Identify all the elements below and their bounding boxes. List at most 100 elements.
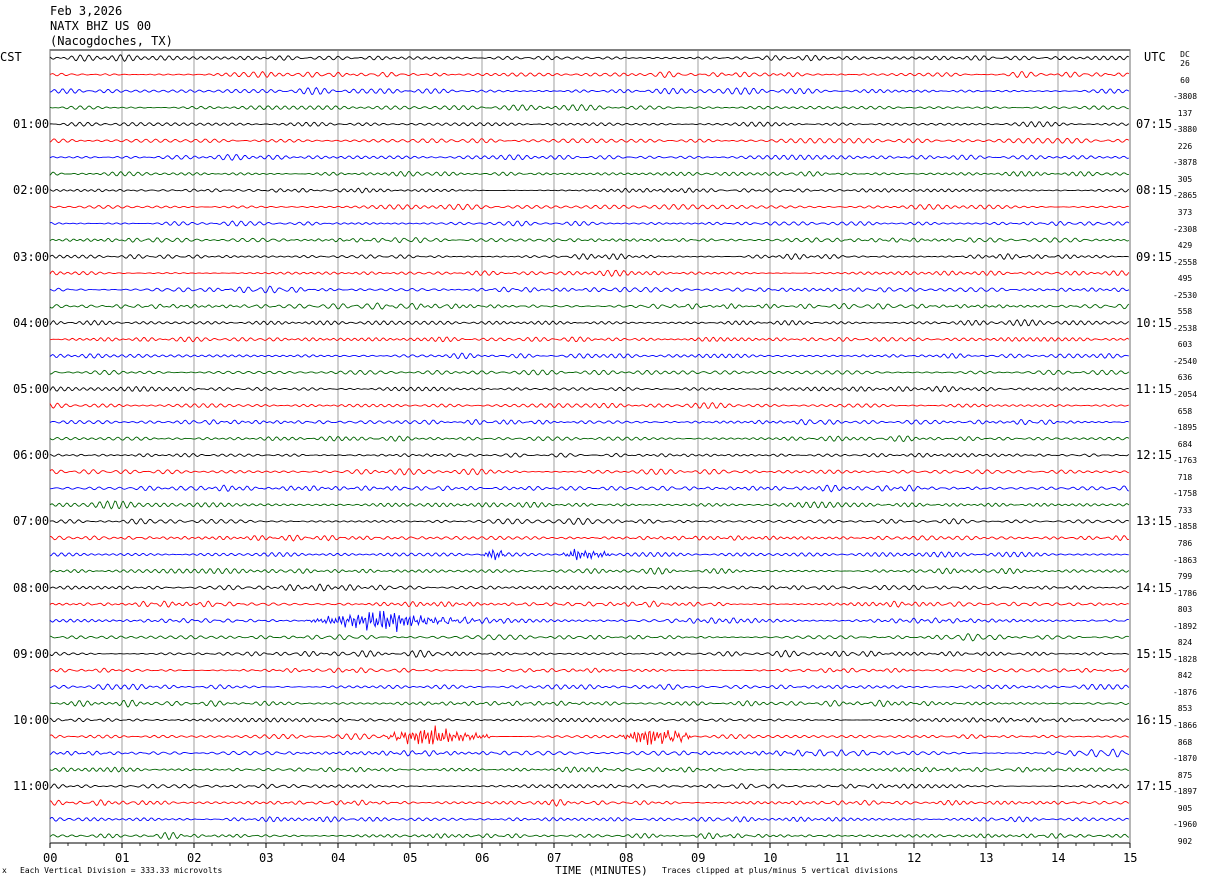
seismic-trace-45: [49, 783, 1130, 790]
seismic-trace-37: [49, 649, 1129, 658]
seismic-trace-16: [49, 302, 1130, 310]
dc-offset-label: 842: [1177, 671, 1193, 681]
cst-hour-label: 06:00: [13, 448, 50, 463]
seismic-trace-20: [49, 369, 1130, 376]
x-tick-label: 06: [475, 851, 490, 865]
dc-offset-label: -2308: [1172, 224, 1198, 234]
dc-offset-label: 733: [1177, 505, 1193, 515]
dc-offset-label: -1866: [1172, 721, 1198, 730]
seismic-trace-40: [49, 699, 1130, 708]
seismic-trace-4: [49, 104, 1129, 112]
cst-hour-label: 04:00: [13, 315, 50, 330]
seismic-trace-14: [49, 269, 1130, 277]
seismic-trace-18: [49, 336, 1130, 343]
seismic-trace-41: [49, 717, 1130, 723]
dc-offset-label: -1870: [1172, 754, 1198, 764]
seismic-trace-29: [49, 517, 1129, 526]
seismic-trace-2: [49, 70, 1130, 79]
dc-offset-label: -1863: [1172, 555, 1198, 565]
seismic-trace-8: [49, 170, 1129, 177]
dc-offset-label: 226: [1177, 141, 1193, 151]
x-tick-label: 00: [43, 851, 58, 865]
right-timezone-label: UTC: [1144, 50, 1166, 64]
dc-offset-label: -3808: [1172, 92, 1198, 102]
dc-offset-label: -2540: [1172, 356, 1198, 366]
dc-offset-label: 305: [1177, 174, 1193, 184]
seismic-trace-11: [49, 220, 1130, 227]
utc-hour-label: 07:15: [1136, 117, 1173, 132]
cst-hour-label: 09:00: [13, 646, 50, 661]
header-date: Feb 3,2026: [50, 4, 123, 18]
dc-offset-label: 603: [1177, 340, 1193, 350]
dc-offset-label: 803: [1177, 605, 1193, 615]
header-location: (Nacogdoches, TX): [50, 34, 173, 48]
seismic-trace-42: [49, 725, 1129, 745]
seismic-trace-21: [49, 385, 1129, 393]
seismic-trace-22: [49, 401, 1129, 409]
plot-frame: [49, 49, 1131, 844]
x-tick-label: 03: [259, 851, 274, 865]
cst-hour-label: 10:00: [13, 713, 50, 727]
dc-offset-label: -1895: [1172, 423, 1198, 433]
x-tick-label: 07: [547, 851, 562, 865]
seismic-trace-48: [49, 831, 1130, 841]
x-tick-label: 11: [835, 851, 850, 865]
utc-hour-label: 11:15: [1136, 382, 1173, 396]
seismic-trace-12: [49, 236, 1130, 244]
corner-mark: x: [2, 866, 7, 875]
seismic-trace-33: [49, 583, 1129, 592]
seismic-trace-17: [49, 319, 1130, 327]
dc-offset-label: -3880: [1172, 125, 1198, 135]
dc-offset-label: -2865: [1172, 191, 1198, 201]
utc-hour-label: 09:15: [1136, 249, 1173, 264]
seismic-trace-24: [49, 435, 1130, 443]
seismic-trace-3: [49, 86, 1130, 95]
dc-offset-label: -1897: [1172, 787, 1198, 797]
seismic-trace-15: [49, 285, 1130, 294]
seismic-trace-47: [49, 816, 1130, 823]
dc-offset-label: -1828: [1172, 654, 1198, 664]
seismic-trace-1: [49, 54, 1130, 62]
seismic-trace-9: [49, 187, 1130, 194]
dc-offset-label: 26: [1180, 59, 1190, 68]
dc-offset-label: -2054: [1172, 390, 1198, 399]
seismic-trace-25: [49, 452, 1130, 458]
dc-offset-label: 495: [1177, 274, 1193, 284]
x-tick-label: 15: [1123, 851, 1138, 865]
x-tick-label: 10: [763, 851, 778, 865]
utc-hour-label: 12:15: [1136, 448, 1173, 463]
scale-note: Each Vertical Division = 333.33 microvol…: [20, 866, 223, 875]
dc-offset-label: 718: [1177, 472, 1193, 482]
seismic-trace-31: [49, 548, 1129, 561]
x-tick-label: 05: [403, 851, 418, 865]
dc-offset-label: -3878: [1172, 158, 1198, 168]
utc-hour-label: 17:15: [1136, 779, 1173, 794]
dc-offset-label: 875: [1177, 770, 1193, 780]
seismic-trace-23: [49, 418, 1129, 426]
seismic-trace-38: [49, 667, 1130, 674]
cst-hour-label: 07:00: [13, 514, 50, 529]
cst-hour-label: 03:00: [13, 249, 50, 264]
dc-offset-label: 853: [1177, 704, 1193, 714]
dc-offset-label: -1876: [1172, 687, 1198, 697]
seismic-trace-13: [49, 253, 1129, 261]
dc-offset-label: -1758: [1172, 489, 1198, 499]
x-tick-label: 14: [1051, 851, 1066, 865]
seismic-trace-5: [49, 121, 1130, 128]
x-tick-label: 04: [331, 851, 346, 865]
dc-offset-label: 786: [1177, 538, 1193, 548]
x-tick-label: 09: [691, 851, 706, 865]
seismic-trace-46: [49, 799, 1130, 807]
x-tick-label: 12: [907, 851, 922, 865]
dc-offset-label: 558: [1177, 307, 1193, 317]
seismic-trace-26: [49, 468, 1129, 476]
dc-offset-label: -2538: [1172, 323, 1198, 333]
dc-offset-label: 868: [1177, 737, 1193, 747]
utc-hour-label: 13:15: [1136, 514, 1173, 529]
seismogram-header: Feb 3,2026 NATX BHZ US 00 (Nacogdoches, …: [50, 4, 173, 49]
x-axis-title: TIME (MINUTES): [555, 864, 648, 877]
dc-offset-label: -1786: [1172, 588, 1198, 598]
x-tick-label: 02: [187, 851, 202, 865]
left-timezone-label: CST: [0, 50, 22, 64]
